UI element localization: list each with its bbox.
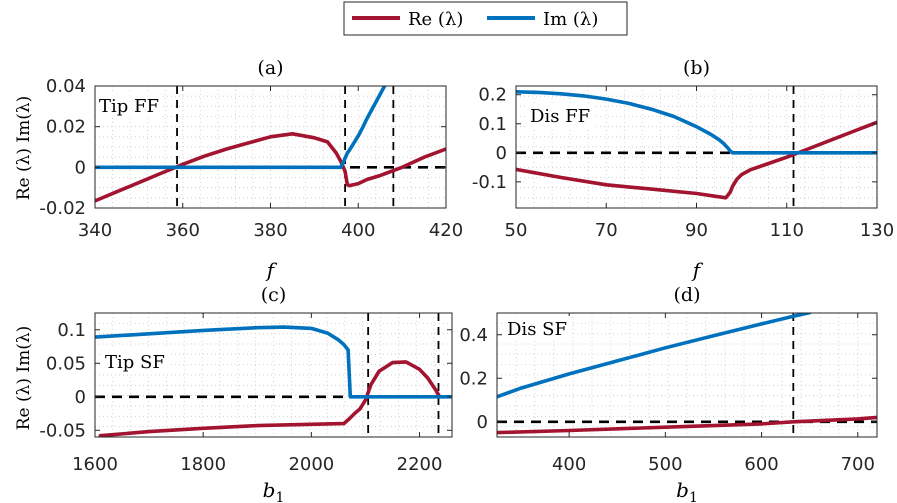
annotation-background xyxy=(96,93,162,118)
panel-title: (a) xyxy=(257,57,283,79)
plot-content xyxy=(497,313,877,437)
x-tick-label: 1600 xyxy=(72,454,118,475)
y-tick-label: -0.02 xyxy=(39,198,86,219)
x-tick-label: 70 xyxy=(595,220,618,241)
series-re-line xyxy=(98,360,442,437)
grid xyxy=(95,313,452,437)
panel-annotation: Tip SF xyxy=(105,352,165,373)
x-tick-label: 50 xyxy=(505,220,528,241)
plot-content xyxy=(516,86,877,208)
y-tick-label: 0.1 xyxy=(478,114,507,135)
plot-content xyxy=(95,313,452,437)
x-tick-label: 700 xyxy=(841,454,875,475)
axes-frame xyxy=(496,312,878,438)
x-tick-label: 400 xyxy=(552,454,586,475)
panel-annotation: Dis SF xyxy=(507,319,567,340)
panel-1: 50 70 90 110 130 0.2 0.1 0 -0.1 (b) Dis FF f xyxy=(472,57,894,282)
x-tick-label: 420 xyxy=(429,220,463,241)
x-tick-label: 1800 xyxy=(180,454,226,475)
series-im-line xyxy=(95,86,387,170)
panel-0: 340 360 380 400 420 -0.02 0 0.02 0.04 (a) Tip FF f xyxy=(39,57,463,282)
ylabel-top: Re (λ) Im(λ) xyxy=(14,96,34,201)
y-tick-label: 0.05 xyxy=(46,353,86,374)
x-tick-label: 380 xyxy=(253,220,287,241)
x-axis-label: f xyxy=(265,258,278,282)
x-tick-label: 340 xyxy=(78,220,112,241)
x-tick-label: 500 xyxy=(648,454,682,475)
y-tick-label: 0.2 xyxy=(478,85,507,106)
legend-im-label: Im (λ) xyxy=(543,9,598,30)
axes-frame xyxy=(94,312,453,438)
panel-3: 400 500 600 700 0.4 0.2 0 (d) Dis SF b1 xyxy=(459,284,878,503)
x-tick-label: 2000 xyxy=(288,454,334,475)
x-tick-label: 400 xyxy=(341,220,375,241)
y-tick-label: 0 xyxy=(75,387,86,408)
y-tick-label: 0.4 xyxy=(459,325,488,346)
annotation-background xyxy=(504,316,570,341)
series-re-line xyxy=(516,120,877,200)
y-tick-label: 0.2 xyxy=(459,368,488,389)
panel-title: (b) xyxy=(683,57,710,79)
y-tick-label: 0.1 xyxy=(57,320,86,341)
series-im-line xyxy=(95,325,452,399)
annotation-background xyxy=(102,349,168,374)
panel-title: (c) xyxy=(261,284,286,306)
grid xyxy=(516,86,877,208)
y-tick-label: 0.02 xyxy=(46,117,86,138)
y-tick-label: -0.05 xyxy=(39,420,86,441)
panel-annotation: Tip FF xyxy=(99,96,159,117)
y-tick-label: -0.1 xyxy=(472,172,507,193)
x-tick-label: 2200 xyxy=(397,454,443,475)
plot-area xyxy=(95,313,452,437)
x-tick-label: 110 xyxy=(770,220,804,241)
x-axis-label: f xyxy=(691,258,704,282)
series-re-line xyxy=(497,415,877,435)
x-tick-label: 600 xyxy=(744,454,778,475)
y-tick-label: 0 xyxy=(75,157,86,178)
panel-annotation: Dis FF xyxy=(530,106,590,127)
y-tick-label: 0 xyxy=(496,143,507,164)
y-tick-label: 0.04 xyxy=(46,76,86,97)
panel-title: (d) xyxy=(674,284,701,306)
y-tick-label: 0 xyxy=(477,412,488,433)
x-tick-label: 90 xyxy=(685,220,708,241)
plot-content xyxy=(95,86,446,208)
grid xyxy=(497,313,877,437)
panel-2: 1600 1800 2000 2200 0.1 0.05 0 -0.05 (c) Tip SF b1 xyxy=(39,284,453,503)
x-axis-label: b1 xyxy=(676,478,698,503)
x-tick-label: 360 xyxy=(166,220,200,241)
x-axis-label: b1 xyxy=(263,478,285,503)
legend-re-label: Re (λ) xyxy=(408,9,463,30)
x-tick-label: 130 xyxy=(860,220,894,241)
legend: Re (λ) Im (λ) xyxy=(343,1,628,36)
series-im-line xyxy=(516,90,877,155)
annotation-background xyxy=(527,103,594,128)
series-im-line xyxy=(497,313,812,399)
ylabel-bottom: Re (λ) Im(λ) xyxy=(14,326,34,431)
